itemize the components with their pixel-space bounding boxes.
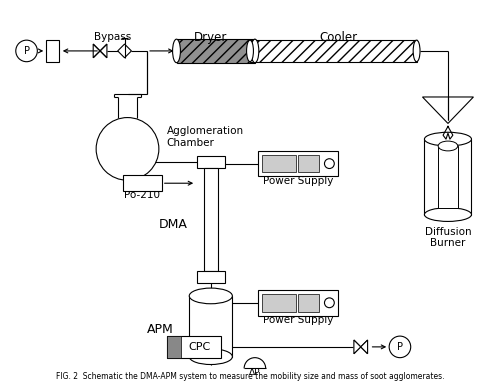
Bar: [258, 290, 338, 315]
Ellipse shape: [189, 288, 232, 304]
Ellipse shape: [438, 141, 458, 151]
Bar: [262, 294, 296, 312]
Polygon shape: [93, 44, 100, 58]
Bar: [424, 139, 472, 215]
Bar: [250, 40, 416, 62]
Text: APM: APM: [146, 323, 173, 336]
Bar: [46, 40, 59, 62]
Text: Power Supply: Power Supply: [263, 315, 333, 326]
Text: P: P: [397, 342, 403, 352]
Bar: [197, 156, 224, 168]
Bar: [167, 336, 221, 358]
Text: Agglomeration: Agglomeration: [166, 126, 244, 136]
Text: FIG. 2  Schematic the DMA-APM system to measure the mobility size and mass of so: FIG. 2 Schematic the DMA-APM system to m…: [56, 372, 444, 381]
Polygon shape: [100, 44, 107, 58]
Bar: [298, 155, 318, 172]
Ellipse shape: [424, 132, 472, 146]
Text: CPC: CPC: [188, 342, 210, 352]
Text: Power Supply: Power Supply: [263, 176, 333, 186]
Ellipse shape: [246, 40, 254, 62]
Bar: [176, 39, 255, 63]
Text: Diffusion: Diffusion: [424, 227, 472, 237]
Bar: [438, 146, 458, 208]
Text: P: P: [24, 46, 30, 56]
Bar: [122, 175, 162, 191]
Bar: [262, 155, 296, 172]
Bar: [167, 336, 181, 358]
Polygon shape: [118, 44, 132, 58]
Bar: [189, 296, 232, 357]
Ellipse shape: [189, 349, 232, 364]
Text: Bypass: Bypass: [94, 32, 132, 42]
Polygon shape: [360, 340, 368, 354]
Text: Po-210: Po-210: [124, 190, 160, 200]
Bar: [298, 294, 318, 312]
Ellipse shape: [172, 39, 180, 63]
Ellipse shape: [413, 40, 420, 62]
Text: Chamber: Chamber: [166, 138, 214, 148]
Circle shape: [96, 118, 159, 180]
Circle shape: [16, 40, 38, 62]
Ellipse shape: [424, 208, 472, 222]
Ellipse shape: [251, 39, 259, 63]
Polygon shape: [354, 340, 360, 354]
Text: Burner: Burner: [430, 238, 466, 248]
Text: Cooler: Cooler: [319, 31, 358, 44]
Text: ΔP: ΔP: [249, 368, 260, 377]
Bar: [204, 168, 218, 272]
Bar: [258, 151, 338, 177]
Circle shape: [389, 336, 410, 358]
Text: Dryer: Dryer: [194, 31, 228, 44]
Bar: [197, 272, 224, 283]
Text: DMA: DMA: [159, 218, 188, 231]
